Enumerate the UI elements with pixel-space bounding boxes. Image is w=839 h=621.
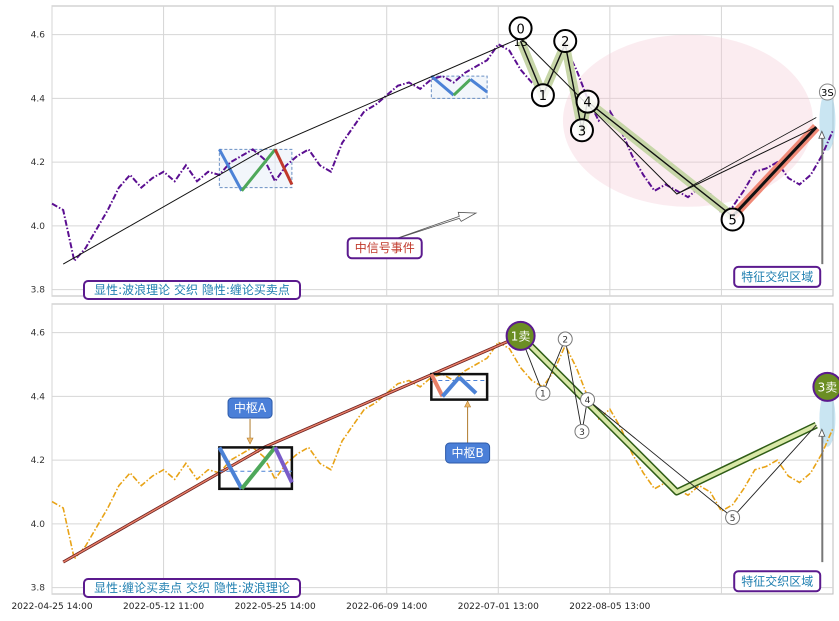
legend-bottom: 显性:缠论买卖点 交织 隐性:波浪理论 bbox=[94, 580, 290, 595]
y-tick-label: 4.2 bbox=[31, 456, 45, 466]
wave-marker bbox=[818, 83, 836, 101]
x-tick-label: 2022-05-25 14:00 bbox=[235, 602, 316, 612]
wave-marker bbox=[580, 392, 596, 408]
wave-label: 1S bbox=[514, 36, 528, 49]
wave-marker bbox=[574, 423, 590, 439]
signal-arrow bbox=[386, 211, 478, 243]
stroke-band bbox=[519, 334, 818, 494]
region-note-box bbox=[733, 265, 822, 288]
pivot-segment bbox=[240, 446, 277, 491]
pivot-segment bbox=[240, 148, 277, 192]
pivot-box bbox=[218, 446, 294, 491]
y-tick-label: 4.6 bbox=[31, 31, 46, 41]
region-arrow bbox=[818, 428, 826, 563]
callout-arrow-head bbox=[246, 437, 254, 445]
y-tick-label: 3.8 bbox=[31, 286, 46, 296]
wave-label: 1 bbox=[539, 89, 547, 104]
wave-marker bbox=[508, 16, 533, 41]
wave-label: 3S bbox=[821, 88, 834, 99]
wave-label: 3 bbox=[578, 124, 586, 139]
callout-label: 中枢A bbox=[234, 400, 267, 415]
signal-note: 中信号事件 bbox=[355, 240, 415, 255]
wave-label: 1 bbox=[540, 390, 546, 400]
y-tick-label: 4.0 bbox=[31, 520, 46, 530]
pivot-segment bbox=[430, 74, 455, 97]
sell-signal-marker bbox=[505, 320, 536, 351]
y-tick-label: 4.2 bbox=[31, 158, 45, 168]
legend-top-box bbox=[83, 280, 301, 300]
wave-marker bbox=[530, 83, 555, 108]
y-tick-label: 4.4 bbox=[31, 392, 46, 402]
wave-label: 5 bbox=[730, 514, 736, 524]
x-tick-label: 2022-05-12 11:00 bbox=[123, 602, 204, 612]
sell-signal-label: 3卖 bbox=[818, 380, 838, 394]
wave-label: 4 bbox=[585, 396, 591, 406]
y-tick-label: 4.6 bbox=[31, 329, 46, 339]
plot-area bbox=[51, 303, 834, 595]
pivot-segment bbox=[469, 78, 489, 94]
signal-note-box bbox=[346, 237, 423, 260]
callout-arrow-head bbox=[464, 400, 472, 408]
pivot-segment bbox=[217, 446, 244, 490]
plot-area bbox=[51, 5, 834, 297]
wave-label: 4 bbox=[583, 96, 591, 111]
region-note-box bbox=[733, 570, 822, 593]
pivot-segment bbox=[218, 148, 244, 192]
callout-label: 中枢B bbox=[451, 445, 483, 460]
x-axis: 2022-04-25 14:00 2022-05-12 11:00 2022-05-… bbox=[11, 602, 650, 612]
y-tick-label: 4.0 bbox=[31, 222, 46, 232]
wave-marker bbox=[725, 510, 741, 526]
sell-signal-label: 1卖 bbox=[511, 329, 531, 343]
wave-label: 2 bbox=[562, 336, 568, 346]
pivot-segment bbox=[440, 375, 461, 398]
wave-label: 5 bbox=[728, 214, 736, 229]
wave-label: 2 bbox=[561, 35, 569, 50]
region-arrow bbox=[818, 130, 826, 265]
region-note: 特征交织区域 bbox=[741, 269, 813, 284]
pivot-segment bbox=[273, 148, 294, 186]
region-note: 特征交织区域 bbox=[741, 573, 813, 588]
wave-marker bbox=[557, 331, 573, 347]
pivot-segment bbox=[457, 375, 478, 395]
wave-core-up bbox=[731, 126, 818, 218]
wave-marker bbox=[720, 207, 745, 232]
legend-bottom-box bbox=[83, 578, 301, 598]
callout-box bbox=[227, 397, 273, 419]
pivot-segment bbox=[429, 373, 445, 398]
wave-label: 3 bbox=[579, 428, 585, 438]
x-tick-label: 2022-07-01 13:00 bbox=[458, 602, 539, 612]
x-tick-label: 2022-04-25 14:00 bbox=[11, 602, 92, 612]
wave-marker bbox=[569, 118, 594, 143]
stroke-line-aux bbox=[676, 117, 817, 195]
y-tick-label: 3.8 bbox=[31, 584, 46, 594]
wave-marker bbox=[575, 89, 600, 114]
highlight-region bbox=[562, 34, 813, 207]
pivot-segment bbox=[452, 78, 472, 97]
x-tick-label: 2022-06-09 14:00 bbox=[346, 602, 427, 612]
panel-top: 3.8 4.0 4.2 4.4 4.6 01S 1 2 3 4 5 3S 中信号事件特征交织区域显性:波… bbox=[31, 5, 836, 300]
wave-marker bbox=[535, 385, 551, 401]
sell-signal-marker bbox=[812, 371, 839, 402]
x-tick-label: 2022-08-05 13:00 bbox=[569, 602, 650, 612]
pivot-segment bbox=[273, 446, 294, 484]
pivot-box bbox=[430, 372, 489, 401]
y-tick-label: 4.4 bbox=[31, 94, 46, 104]
callout-box bbox=[445, 442, 491, 464]
wave-label: 0 bbox=[516, 22, 524, 37]
legend-top: 显性:波浪理论 交织 隐性:缠论买卖点 bbox=[94, 282, 290, 297]
wave-marker bbox=[553, 29, 578, 54]
